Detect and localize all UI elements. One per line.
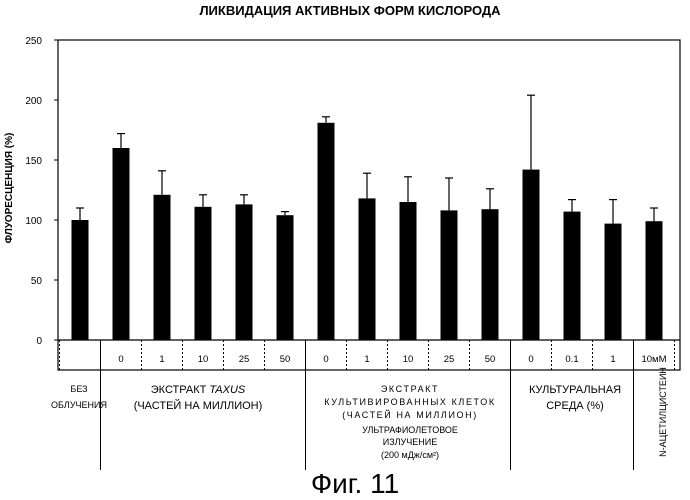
y-tick-label: 150: [25, 156, 42, 167]
group-label-line: ЭКСТРАКТ: [381, 384, 439, 394]
uv-note-line: УЛЬТРАФИОЛЕТОВОЕ: [362, 425, 458, 435]
category-label: 10мМ: [641, 354, 666, 365]
bar: [154, 195, 171, 340]
category-label: 25: [444, 354, 455, 365]
y-tick-label: 250: [25, 36, 42, 47]
category-label: 1: [610, 354, 615, 365]
category-label: 10: [198, 354, 209, 365]
bar: [564, 212, 581, 340]
category-label: 0: [528, 354, 533, 365]
uv-note-line: (200 мДж/см²): [381, 450, 439, 460]
group-label-n-acetylcysteine: N-АЦЕТИЛЦИСТЕИН: [658, 367, 668, 457]
group-label-taxus: ЭКСТРАКТ TAXUS (ЧАСТЕЙ НА МИЛЛИОН): [134, 384, 263, 412]
bar: [277, 215, 294, 340]
bar: [605, 224, 622, 340]
group-label-line: (ЧАСТЕЙ НА МИЛЛИОН): [134, 399, 263, 412]
bar: [236, 204, 253, 340]
group-label-line: СРЕДА (%): [546, 400, 604, 412]
group-label-cultured-cells: ЭКСТРАКТ КУЛЬТИВИРОВАННЫХ КЛЕТОК (ЧАСТЕЙ…: [324, 384, 495, 420]
category-label: 0: [323, 354, 328, 365]
group-label-line: БЕЗ: [70, 384, 87, 394]
group-label-line: ЭКСТРАКТ TAXUS: [151, 384, 246, 396]
group-label-no-irradiation: БЕЗ ОБЛУЧЕНИЯ: [51, 384, 107, 410]
group-label-line: КУЛЬТИВИРОВАННЫХ КЛЕТОК: [324, 397, 495, 407]
group-label-line: (ЧАСТЕЙ НА МИЛЛИОН): [342, 409, 478, 420]
category-label: 50: [280, 354, 291, 365]
category-label: 0: [118, 354, 123, 365]
group-label-italic: TAXUS: [209, 384, 246, 396]
category-labels: 0 1 10 25 50 0 1 10 25 50 0 0.1 1 10мМ: [118, 354, 666, 365]
category-label: 1: [159, 354, 164, 365]
bar: [72, 220, 89, 340]
category-label: 10: [403, 354, 414, 365]
figure-caption: Фиг. 11: [311, 468, 399, 499]
bar: [359, 198, 376, 340]
bar: [441, 210, 458, 340]
group-label-line: ОБЛУЧЕНИЯ: [51, 400, 107, 410]
category-label: 0.1: [565, 354, 578, 365]
y-tick-label: 100: [25, 216, 42, 227]
category-label: 50: [485, 354, 496, 365]
uv-irradiation-note: УЛЬТРАФИОЛЕТОВОЕ ИЗЛУЧЕНИЕ (200 мДж/см²): [362, 425, 458, 460]
chart-title: ЛИКВИДАЦИЯ АКТИВНЫХ ФОРМ КИСЛОРОДА: [199, 3, 501, 18]
bar: [482, 209, 499, 340]
y-tick-label: 0: [36, 336, 42, 347]
bar: [113, 148, 130, 340]
group-label-prefix: ЭКСТРАКТ: [151, 384, 210, 396]
bar: [400, 202, 417, 340]
group-label-culture-medium: КУЛЬТУРАЛЬНАЯ СРЕДА (%): [529, 384, 621, 412]
bar: [646, 221, 663, 340]
y-axis-label: ФЛУОРЕСЦЕНЦИЯ (%): [4, 133, 15, 244]
category-label: 25: [239, 354, 250, 365]
uv-note-line: ИЗЛУЧЕНИЕ: [383, 437, 437, 447]
group-label-line: КУЛЬТУРАЛЬНАЯ: [529, 384, 621, 396]
bar: [523, 170, 540, 340]
bar: [195, 207, 212, 340]
y-tick-label: 200: [25, 96, 42, 107]
category-label: 1: [364, 354, 369, 365]
y-tick-label: 50: [31, 276, 43, 287]
bar: [318, 123, 335, 340]
bars: [72, 95, 663, 340]
